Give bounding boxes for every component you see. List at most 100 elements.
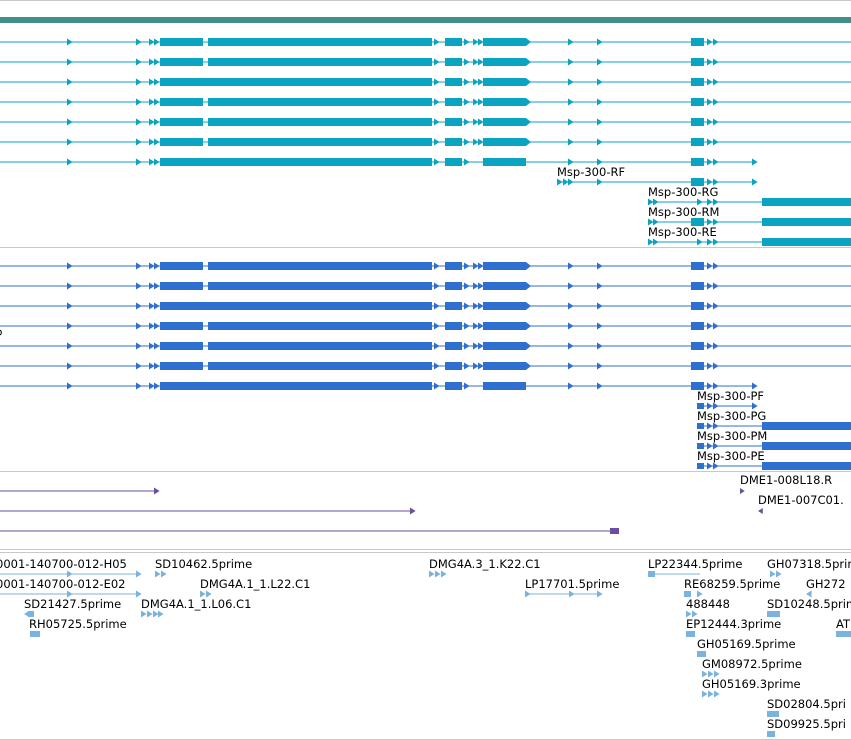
est-label[interactable]: GM08972.5prime <box>702 657 802 671</box>
strand-arrow <box>692 610 698 618</box>
exon-block <box>691 78 704 86</box>
strand-arrow <box>136 382 142 390</box>
strand-arrow <box>136 138 142 146</box>
est-label[interactable]: SD10462.5prime <box>155 557 253 571</box>
est-label[interactable]: SD21427.5prime <box>24 597 122 611</box>
exon-block <box>208 38 432 46</box>
est-label[interactable]: SD10248.5prime <box>767 597 851 611</box>
protein-label-pm[interactable]: Msp-300-PM <box>697 429 768 443</box>
est-label[interactable]: AT <box>836 617 850 631</box>
strand-arrow <box>149 158 155 166</box>
strand-arrow <box>478 118 484 126</box>
strand-arrow <box>154 382 160 390</box>
est-label[interactable]: RE68259.5prime <box>684 577 781 591</box>
strand-arrow <box>697 590 703 598</box>
est-label[interactable]: SD09925.5pri <box>767 717 846 731</box>
est-label[interactable]: EP12444.3prime <box>686 617 782 631</box>
est-label[interactable]: GH05169.3prime <box>702 677 801 691</box>
exon-block <box>762 218 851 226</box>
exon-block <box>445 382 462 390</box>
strand-arrow <box>713 422 719 430</box>
strand-arrow <box>434 322 440 330</box>
est-label[interactable]: 0001-140700-012-E02 <box>0 577 126 591</box>
exon-block <box>836 631 851 637</box>
exon-block <box>483 78 526 86</box>
exon-block <box>30 631 40 637</box>
exon-block <box>160 78 224 86</box>
strand-arrow <box>707 282 713 290</box>
strand-arrow <box>441 570 447 578</box>
strand-arrow <box>155 570 161 578</box>
est-label[interactable]: GH272 <box>806 577 846 591</box>
est-label[interactable]: GH07318.5prime <box>767 557 851 571</box>
strand-arrow <box>154 78 160 86</box>
est-label[interactable]: 488448 <box>686 597 730 611</box>
exon-block <box>224 303 226 309</box>
strand-arrow <box>713 118 719 126</box>
strand-arrow <box>149 38 155 46</box>
strand-arrow <box>713 58 719 66</box>
exon-block <box>697 651 706 657</box>
strand-arrow <box>161 570 167 578</box>
exon-block <box>691 382 704 390</box>
strand-arrow <box>149 362 155 370</box>
exon-block <box>445 138 462 146</box>
exon-block <box>208 118 432 126</box>
est-label[interactable]: DMG4A.3_1.K22.C1 <box>429 557 541 571</box>
exon-block <box>762 442 851 450</box>
strand-arrow <box>464 158 470 166</box>
strand-arrow <box>707 178 713 186</box>
est-label[interactable]: DMG4A.1_1.L22.C1 <box>200 577 311 591</box>
strand-arrow <box>67 98 73 106</box>
strand-arrow <box>713 342 719 350</box>
strand-arrow <box>149 282 155 290</box>
strand-arrow <box>568 178 574 186</box>
strand-arrow <box>136 158 142 166</box>
strand-arrow <box>136 58 142 66</box>
strand-arrow <box>707 98 713 106</box>
strand-arrow <box>653 198 659 206</box>
exon-block <box>762 198 851 206</box>
est-label[interactable]: LP22344.5prime <box>648 557 743 571</box>
est-label[interactable]: 0001-140700-012-H05 <box>0 557 127 571</box>
transcript-label-rm[interactable]: Msp-300-RM <box>648 205 720 219</box>
strand-arrow <box>707 382 713 390</box>
strand-arrow <box>568 118 574 126</box>
alignment-label-2[interactable]: DME1-007C01. <box>758 493 844 507</box>
exon-block <box>767 611 780 617</box>
strand-arrow <box>67 570 73 578</box>
strand-arrow <box>473 362 479 370</box>
alignment-label-1[interactable]: DME1-008L18.R <box>740 473 833 487</box>
exon-block <box>697 463 704 469</box>
est-label[interactable]: DMG4A.1_1.L06.C1 <box>141 597 252 611</box>
exon-block <box>483 58 526 66</box>
protein-label-pg[interactable]: Msp-300-PG <box>697 409 767 423</box>
est-label[interactable]: LP17701.5prime <box>525 577 620 591</box>
strand-arrow <box>136 262 142 270</box>
strand-arrow <box>713 462 719 470</box>
strand-arrow <box>707 158 713 166</box>
protein-label-pe[interactable]: Msp-300-PE <box>697 449 765 463</box>
exon-block <box>691 38 704 46</box>
strand-arrow <box>149 98 155 106</box>
transcript-label-rf[interactable]: Msp-300-RF <box>557 165 626 179</box>
strand-arrow <box>473 98 479 106</box>
strand-arrow <box>707 302 713 310</box>
strand-arrow <box>464 58 470 66</box>
est-label[interactable]: SD02804.5pri <box>767 697 846 711</box>
exon-block <box>483 362 526 370</box>
exon-block <box>483 98 526 106</box>
exon-block <box>208 58 432 66</box>
strand-arrow <box>478 138 484 146</box>
strand-arrow <box>154 138 160 146</box>
transcript-label-rg[interactable]: Msp-300-RG <box>648 185 719 199</box>
strand-arrow <box>149 118 155 126</box>
exon-block <box>762 462 851 470</box>
est-label[interactable]: GH05169.5prime <box>697 637 796 651</box>
strand-arrow <box>434 282 440 290</box>
strand-arrow <box>473 282 479 290</box>
protein-label-pf[interactable]: Msp-300-PF <box>697 389 765 403</box>
strand-arrow <box>713 262 719 270</box>
transcript-label-re[interactable]: Msp-300-RE <box>648 225 717 239</box>
est-label[interactable]: RH05725.5prime <box>29 617 127 631</box>
